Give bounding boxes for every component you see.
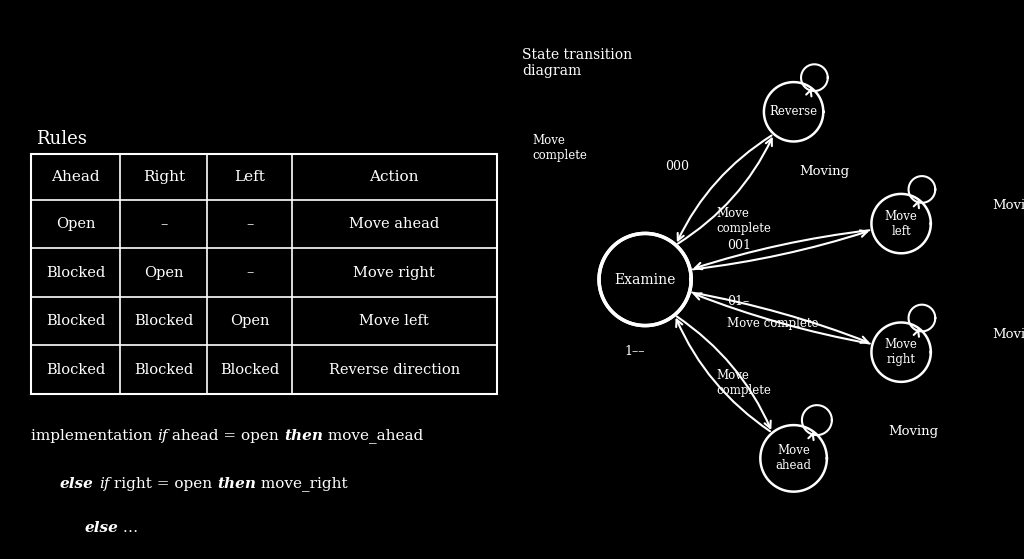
Text: Move ahead: Move ahead	[349, 217, 439, 231]
Text: Blocked: Blocked	[46, 314, 105, 328]
Text: move_right: move_right	[256, 476, 348, 491]
Text: Left: Left	[234, 169, 265, 184]
Text: Open: Open	[55, 217, 95, 231]
Text: Moving: Moving	[888, 425, 938, 438]
Text: Open: Open	[229, 314, 269, 328]
Text: Ahead: Ahead	[51, 169, 99, 184]
Text: Examine: Examine	[614, 272, 676, 287]
Text: Action: Action	[370, 169, 419, 184]
Text: Moving: Moving	[992, 328, 1024, 341]
Text: else: else	[60, 476, 94, 491]
Polygon shape	[599, 234, 691, 325]
Text: Move
complete: Move complete	[717, 369, 772, 397]
Text: then: then	[284, 429, 323, 443]
Text: Reverse: Reverse	[770, 105, 817, 119]
Text: Open: Open	[144, 266, 183, 280]
Text: –: –	[246, 217, 253, 231]
Text: if: if	[98, 476, 110, 491]
Text: Reverse direction: Reverse direction	[329, 363, 460, 377]
Text: Move right: Move right	[353, 266, 435, 280]
Text: ahead = open: ahead = open	[167, 429, 284, 443]
Text: Rules: Rules	[36, 130, 87, 148]
Text: 1––: 1––	[625, 345, 645, 358]
Text: else: else	[84, 521, 118, 536]
Text: Move left: Move left	[359, 314, 429, 328]
Text: Blocked: Blocked	[134, 314, 194, 328]
Text: if: if	[157, 429, 167, 443]
Text: Move
complete: Move complete	[717, 207, 772, 235]
Text: Move
right: Move right	[885, 338, 918, 366]
Text: State transition
diagram: State transition diagram	[522, 48, 633, 78]
Text: Right: Right	[142, 169, 185, 184]
Text: Moving: Moving	[800, 165, 850, 178]
Text: Blocked: Blocked	[134, 363, 194, 377]
Text: Blocked: Blocked	[46, 363, 105, 377]
Text: Move
left: Move left	[885, 210, 918, 238]
Text: right = open: right = open	[110, 476, 217, 491]
Text: Move complete: Move complete	[727, 317, 818, 330]
Text: 000: 000	[666, 160, 689, 173]
Text: …: …	[118, 521, 138, 536]
Text: move_ahead: move_ahead	[323, 429, 423, 443]
Text: implementation: implementation	[31, 429, 157, 443]
Text: 001: 001	[727, 239, 751, 252]
Text: –: –	[160, 217, 168, 231]
Text: Blocked: Blocked	[46, 266, 105, 280]
Text: Moving: Moving	[992, 199, 1024, 212]
Text: Blocked: Blocked	[220, 363, 280, 377]
Text: Move
ahead: Move ahead	[775, 444, 812, 472]
Text: –: –	[246, 266, 253, 280]
Text: Move
complete: Move complete	[532, 134, 588, 162]
Text: then: then	[217, 476, 256, 491]
Text: 01–: 01–	[727, 295, 750, 307]
